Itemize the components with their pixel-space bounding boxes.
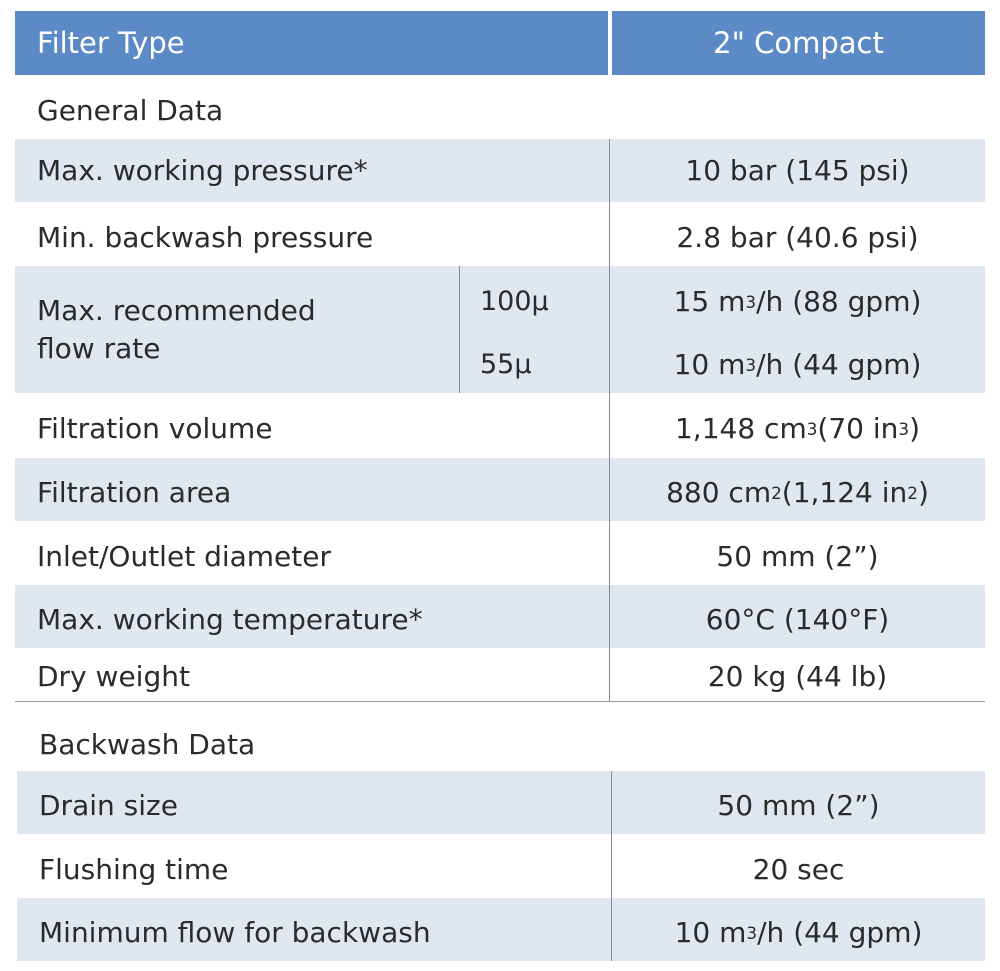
label-max-flow-rate-line2: flow rate [37,331,161,365]
flow-rate-sub-divider [459,266,460,393]
band-row [15,139,985,202]
label-filtration-volume: Filtration volume [37,412,273,445]
value-flow-rate-55: 10 m 3/h (44 gpm) [673,348,922,381]
value-part: (70 in [817,412,899,445]
label-max-flow-rate: Max. recommended flow rate [37,266,316,393]
label-max-working-temperature: Max. working temperature* [37,603,423,636]
value-part: ) [917,476,929,509]
band-row [15,585,985,648]
label-min-backwash-pressure: Min. backwash pressure [37,221,374,254]
value-flushing-time: 20 sec [752,853,845,886]
label-filtration-area: Filtration area [37,476,232,509]
band-row [15,458,985,521]
value-part: (1,124 in [781,476,908,509]
header-model: 2" Compact [612,11,985,75]
value-inlet-outlet: 50 mm (2”) [716,540,879,573]
label-drain-size: Drain size [39,789,178,822]
value-flow-rate-55-suffix: /h (44 gpm) [756,348,922,381]
value-part: 1,148 cm [674,412,807,445]
label-max-flow-rate-line1: Max. recommended [37,293,316,327]
value-part: 880 cm [666,476,772,509]
value-flow-rate-100: 15 m 3/h (88 gpm) [673,285,922,318]
value-part: ) [909,412,921,445]
value-min-flow-backwash: 10 m 3/h (44 gpm) [674,916,923,949]
label-inlet-outlet: Inlet/Outlet diameter [37,540,331,573]
column-divider [611,771,612,961]
value-max-working-temperature: 60°C (140°F) [705,603,890,636]
value-part: 10 m [674,916,747,949]
value-filtration-area: 880 cm 2 (1,124 in 2) [666,476,929,509]
band-row [17,898,985,961]
label-min-flow-backwash: Minimum flow for backwash [39,916,431,949]
label-flushing-time: Flushing time [39,853,229,886]
value-min-backwash-pressure: 2.8 bar (40.6 psi) [676,221,919,254]
value-dry-weight: 20 kg (44 lb) [707,659,888,693]
value-flow-rate-100-suffix: /h (88 gpm) [756,285,922,318]
header-filter-type: Filter Type [15,11,608,75]
section-general-data: General Data [37,93,224,127]
value-flow-rate-55-prefix: 10 m [673,348,746,381]
column-divider [609,139,610,701]
label-dry-weight: Dry weight [37,659,190,693]
value-drain-size: 50 mm (2”) [717,789,880,822]
band-row [15,266,985,393]
value-filtration-volume: 1,148 cm 3 (70 in 3) [674,412,921,445]
label-max-working-pressure: Max. working pressure* [37,154,368,187]
section-separator [15,701,985,702]
mesh-100: 100μ [480,286,549,317]
value-max-working-pressure: 10 bar (145 psi) [685,154,910,187]
value-flow-rate-100-prefix: 15 m [673,285,746,318]
section-backwash-data: Backwash Data [39,727,256,761]
value-part: /h (44 gpm) [757,916,923,949]
mesh-55: 55μ [480,349,532,380]
band-row [17,771,985,834]
